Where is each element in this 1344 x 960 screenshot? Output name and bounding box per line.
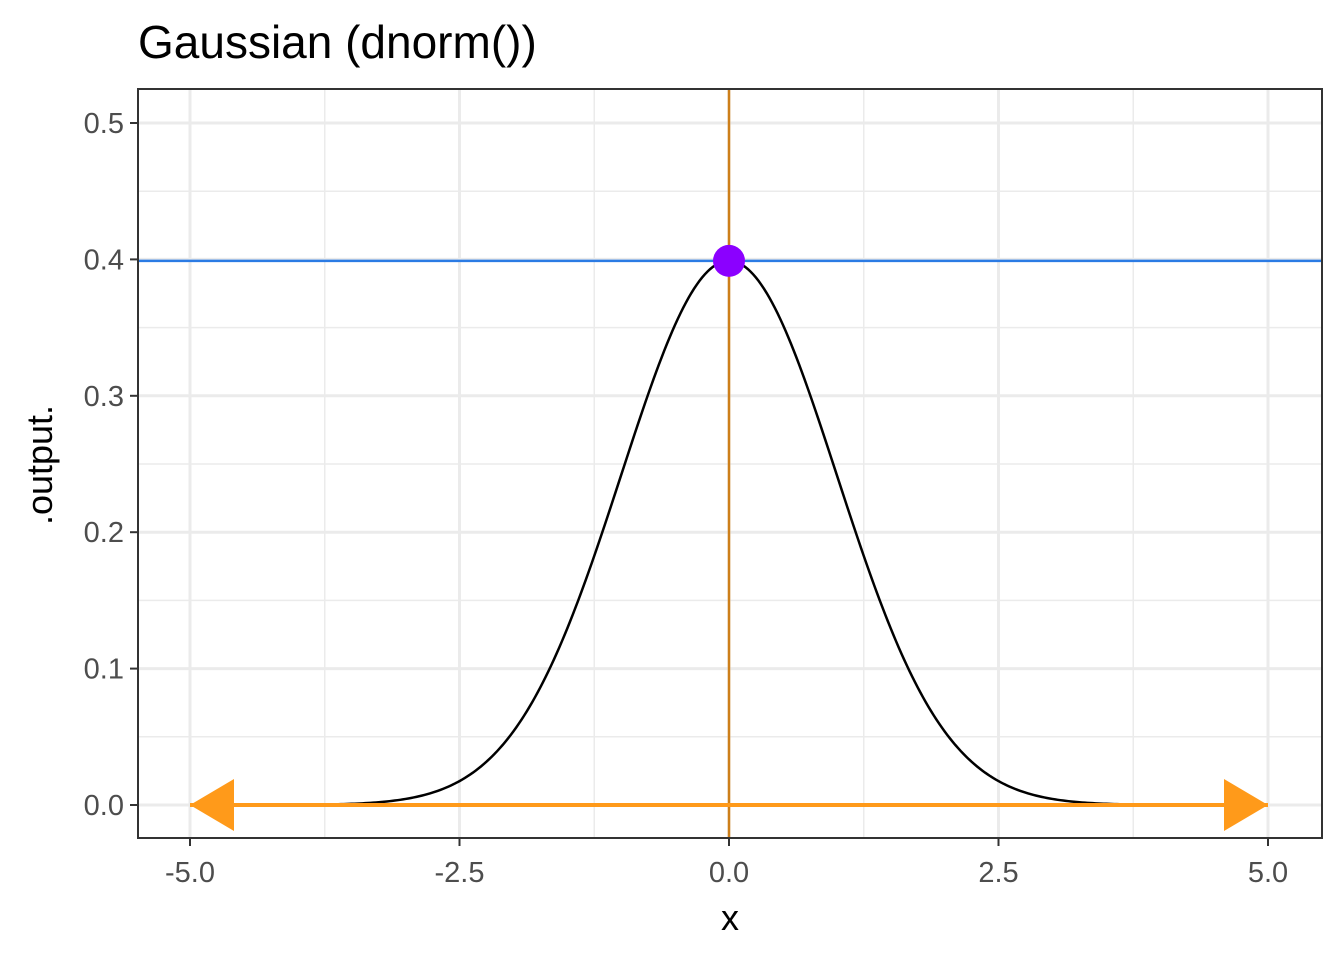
arrowhead-right-icon [1224,779,1268,831]
peak-point-layer [713,244,745,277]
x-tick-label: 2.5 [978,857,1018,889]
peak-point [713,244,745,277]
y-tick-label: 0.4 [84,244,124,276]
chart-title: Gaussian (dnorm()) [138,16,537,68]
arrowhead-left-icon [190,779,234,831]
y-tick-label: 0.0 [84,790,124,822]
y-tick-label: 0.1 [84,654,124,686]
y-tick-label: 0.5 [84,108,124,140]
x-tick-label: 0.0 [709,857,749,889]
domain-arrow [190,779,1268,831]
x-tick-label: -5.0 [165,857,215,889]
y-axis-title: .output. [19,405,60,525]
x-axis-title: x [721,897,739,938]
y-tick-label: 0.2 [84,517,124,549]
x-tick-label: 5.0 [1248,857,1288,889]
y-axis: 0.0 0.1 0.2 0.3 0.4 0.5 [84,108,138,822]
x-axis: -5.0 -2.5 0.0 2.5 5.0 [165,838,1288,889]
x-tick-label: -2.5 [435,857,485,889]
y-tick-label: 0.3 [84,381,124,413]
